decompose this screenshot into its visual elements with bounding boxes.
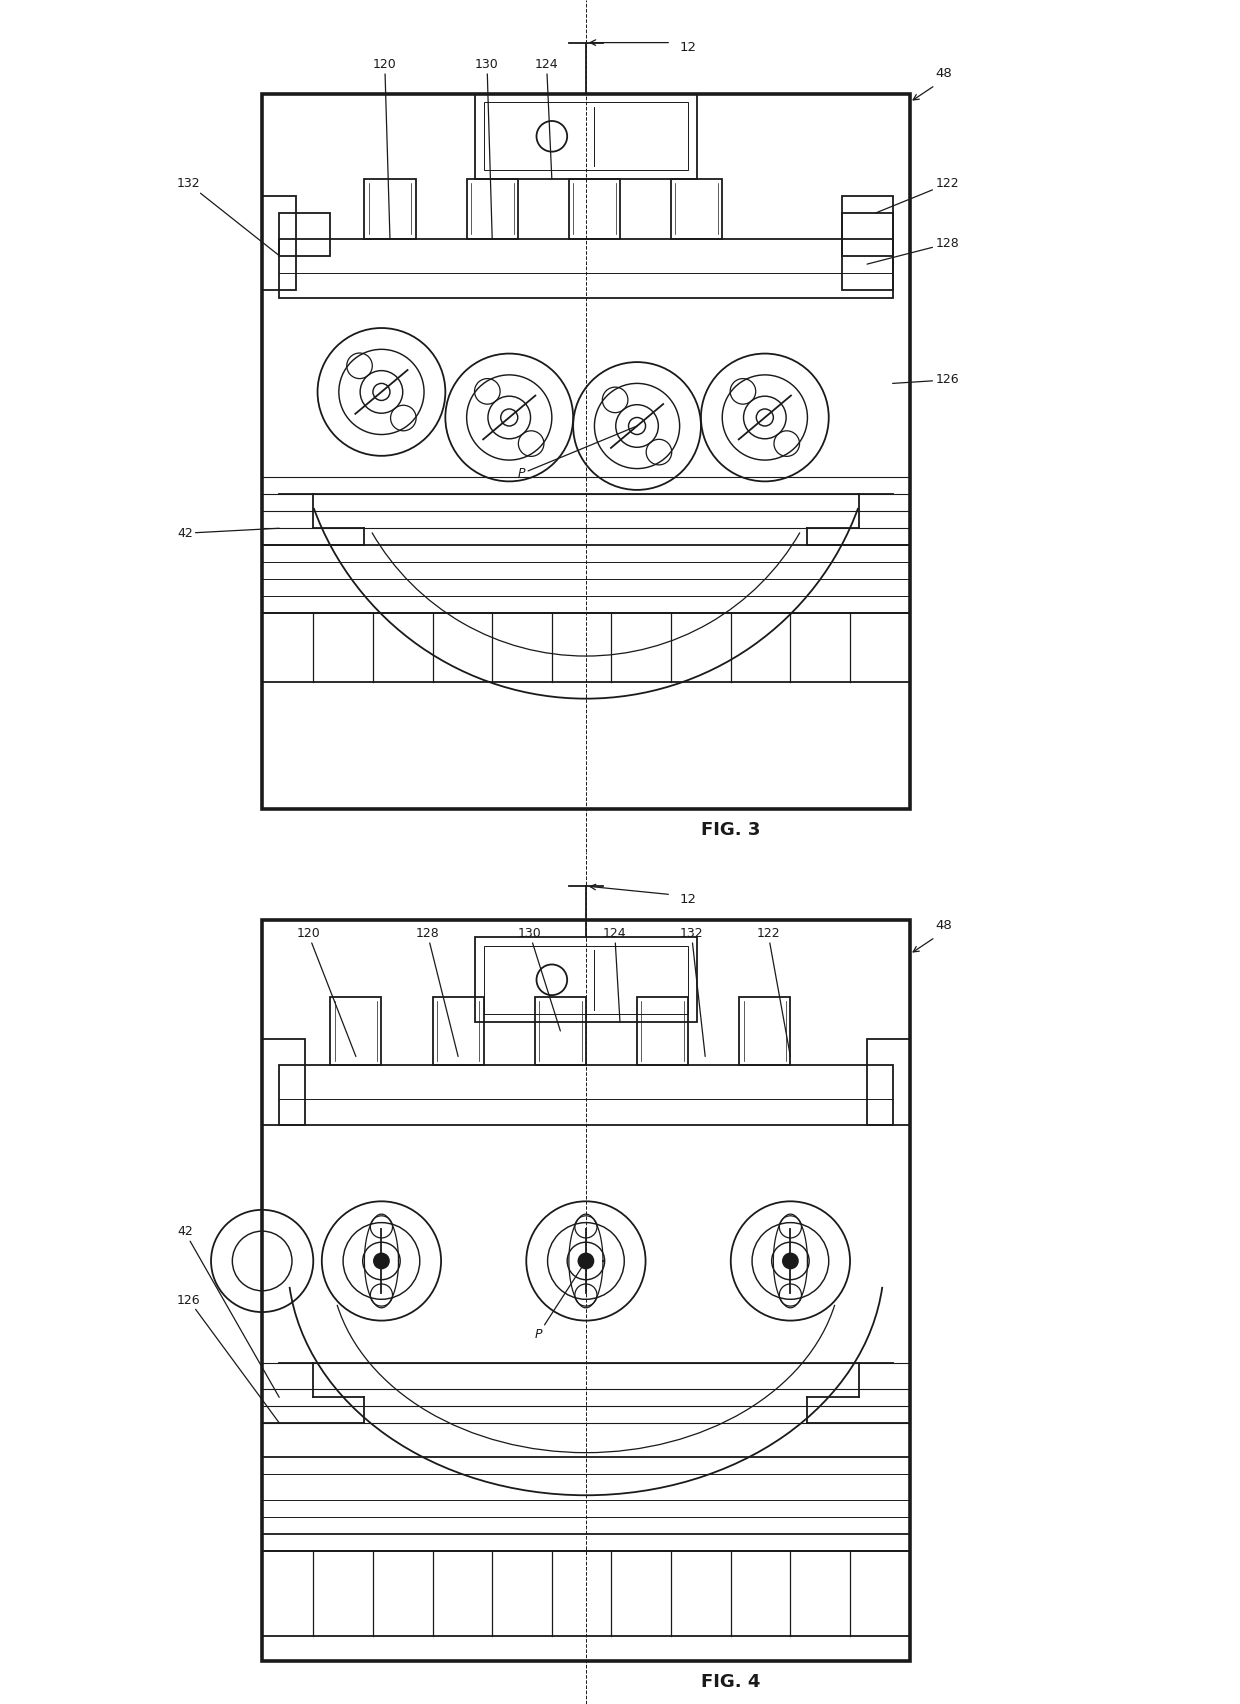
Text: 130: 130 <box>518 927 560 1031</box>
Bar <box>534 997 587 1065</box>
Text: 130: 130 <box>475 58 498 239</box>
Text: 132: 132 <box>680 927 706 1056</box>
Text: 128: 128 <box>867 237 959 264</box>
Bar <box>433 997 484 1065</box>
Circle shape <box>578 1254 594 1268</box>
Text: 120: 120 <box>373 58 397 239</box>
Bar <box>867 1039 910 1125</box>
Bar <box>262 613 910 682</box>
Text: 132: 132 <box>177 177 279 256</box>
Bar <box>279 239 893 298</box>
Bar <box>365 179 415 239</box>
Text: P: P <box>518 426 637 481</box>
Text: 126: 126 <box>893 373 959 387</box>
Circle shape <box>782 1254 799 1268</box>
Text: 48: 48 <box>935 918 952 932</box>
Text: 124: 124 <box>534 58 558 179</box>
Bar <box>262 1457 910 1534</box>
Text: 48: 48 <box>935 66 952 80</box>
Bar <box>842 213 893 256</box>
Bar <box>739 997 790 1065</box>
Text: 122: 122 <box>756 927 790 1056</box>
Bar <box>262 196 296 290</box>
Bar <box>842 196 893 290</box>
Bar <box>475 937 697 1022</box>
Bar <box>484 946 688 1014</box>
Circle shape <box>373 1254 389 1268</box>
Bar <box>569 179 620 239</box>
Bar <box>262 1039 305 1125</box>
Bar <box>330 997 382 1065</box>
Text: 126: 126 <box>177 1293 279 1423</box>
Text: FIG. 3: FIG. 3 <box>701 821 760 838</box>
Bar <box>484 102 688 170</box>
Text: P: P <box>534 1261 587 1341</box>
Bar <box>279 213 330 256</box>
Text: 120: 120 <box>296 927 356 1056</box>
Text: 128: 128 <box>415 927 458 1056</box>
Bar <box>262 94 910 809</box>
Bar <box>671 179 722 239</box>
Text: 42: 42 <box>177 1225 279 1397</box>
Bar <box>475 94 697 179</box>
Text: 124: 124 <box>603 927 626 1022</box>
Text: 122: 122 <box>875 177 959 213</box>
Bar <box>637 997 688 1065</box>
Text: FIG. 4: FIG. 4 <box>701 1673 760 1690</box>
Bar <box>262 545 910 613</box>
Bar <box>466 179 518 239</box>
Bar <box>262 1551 910 1636</box>
Bar <box>279 1065 893 1125</box>
Text: 12: 12 <box>680 893 697 907</box>
Text: 42: 42 <box>177 527 279 540</box>
Text: 12: 12 <box>680 41 697 55</box>
Bar <box>262 920 910 1661</box>
